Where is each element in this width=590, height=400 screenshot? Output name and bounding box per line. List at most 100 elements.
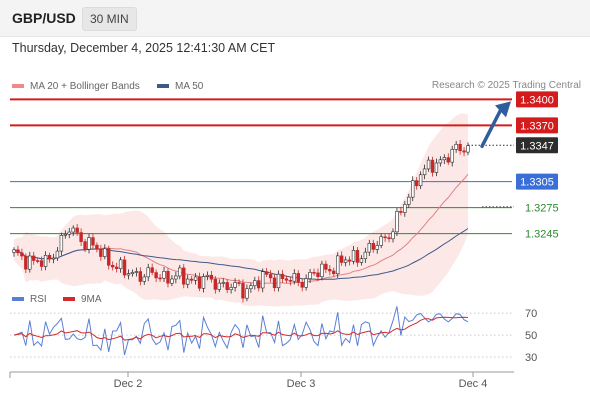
candle-body [107, 248, 111, 266]
candle-body [320, 263, 324, 277]
candle-body [178, 267, 182, 277]
level-tag-2 [516, 173, 558, 190]
rsi-9ma-line [13, 316, 469, 341]
timeframe-badge[interactable]: 30 MIN [82, 7, 137, 31]
candle-body [110, 265, 115, 268]
candle-body [249, 285, 253, 290]
candle-body [154, 272, 158, 279]
candle-body [126, 273, 131, 276]
candle-body [134, 271, 139, 273]
candle-body [182, 267, 186, 285]
candle-body [24, 255, 28, 270]
candle-body [257, 280, 261, 289]
candle-body [399, 211, 403, 213]
candle-body [158, 277, 162, 280]
candle-body [63, 233, 68, 236]
level-label-4: 1.3245 [525, 229, 559, 241]
candle-body [351, 250, 356, 262]
candle-body [229, 287, 233, 290]
candle-body [189, 278, 194, 281]
level-label-0: 1.3400 [520, 94, 554, 106]
legend-ma20: MA 20 + Bollinger Bands [12, 81, 140, 92]
candle-body [300, 281, 304, 288]
candle-body [284, 278, 289, 281]
candle-body [59, 235, 64, 252]
legend-ma50-swatch [157, 84, 169, 89]
candle-body [201, 276, 206, 289]
candle-body [391, 231, 395, 240]
candle-body [186, 278, 190, 285]
current-price-label: 1.3347 [520, 140, 554, 152]
candle-body [138, 271, 143, 282]
candle-body [395, 211, 399, 233]
level-tag-1 [516, 117, 558, 134]
candle-body [233, 282, 237, 288]
candle-body [276, 273, 281, 289]
candle-body [237, 282, 241, 284]
candle-body [383, 236, 387, 239]
legend-ma50: MA 50 [157, 81, 203, 92]
rsi-tick-label-1: 50 [525, 330, 537, 342]
candle-body [75, 227, 79, 233]
candle-body [166, 270, 170, 284]
candle-body [466, 145, 470, 153]
candle-body [91, 237, 95, 246]
candle-body [324, 263, 328, 270]
candle-body [47, 254, 52, 260]
candle-body [308, 272, 312, 280]
candle-body [67, 231, 71, 235]
legend-9ma: 9MA [63, 294, 102, 305]
legend-9ma-swatch [63, 297, 75, 302]
legend-rsi-label: RSI [30, 294, 47, 305]
candle-body [288, 279, 293, 282]
rsi-line [13, 306, 469, 356]
legend-9ma-label: 9MA [81, 294, 102, 305]
candle-body [336, 255, 340, 275]
candle-body [205, 274, 210, 277]
candle-body [316, 272, 320, 277]
candle-body [343, 259, 348, 263]
candle-body [422, 168, 427, 176]
candle-body [213, 278, 218, 290]
candle-body [426, 159, 431, 170]
candle-body [253, 280, 257, 287]
candle-body [150, 267, 154, 273]
candle-body [403, 204, 407, 213]
current-price-tag [516, 137, 558, 154]
candle-body [296, 273, 300, 283]
candle-body [241, 282, 245, 299]
candle-body [217, 282, 221, 290]
candle-body [87, 237, 91, 250]
x-tick-label-0: Dec 2 [114, 378, 143, 390]
candle-body [450, 149, 454, 163]
timestamp: Thursday, December 4, 2025 12:41:30 AM C… [12, 41, 276, 55]
candle-body [35, 260, 40, 262]
research-credit: Research © 2025 Trading Central [431, 80, 581, 91]
candle-body [438, 159, 443, 164]
candle-body [71, 227, 75, 233]
x-tick-label-2: Dec 4 [459, 378, 488, 390]
candle-body [114, 266, 119, 269]
candle-body [39, 260, 44, 267]
candle-body [142, 276, 146, 282]
candle-body [209, 274, 214, 280]
candle-body [221, 282, 225, 284]
rsi-tick-label-2: 30 [525, 352, 537, 364]
x-tick-label-1: Dec 3 [287, 378, 316, 390]
forecast-arrow-head [495, 101, 511, 118]
candle-body [51, 257, 56, 260]
candle-body [264, 271, 269, 275]
candle-body [174, 275, 178, 280]
candle-body [103, 248, 107, 257]
candle-body [280, 273, 285, 279]
legend-rsi-swatch [12, 297, 24, 302]
candle-body [268, 274, 273, 279]
candle-body [261, 271, 265, 289]
candle-body [446, 157, 450, 163]
candle-body [454, 143, 458, 150]
candle-body [387, 237, 391, 240]
candle-body [118, 259, 123, 269]
candle-body [225, 282, 229, 290]
candle-body [292, 273, 296, 282]
